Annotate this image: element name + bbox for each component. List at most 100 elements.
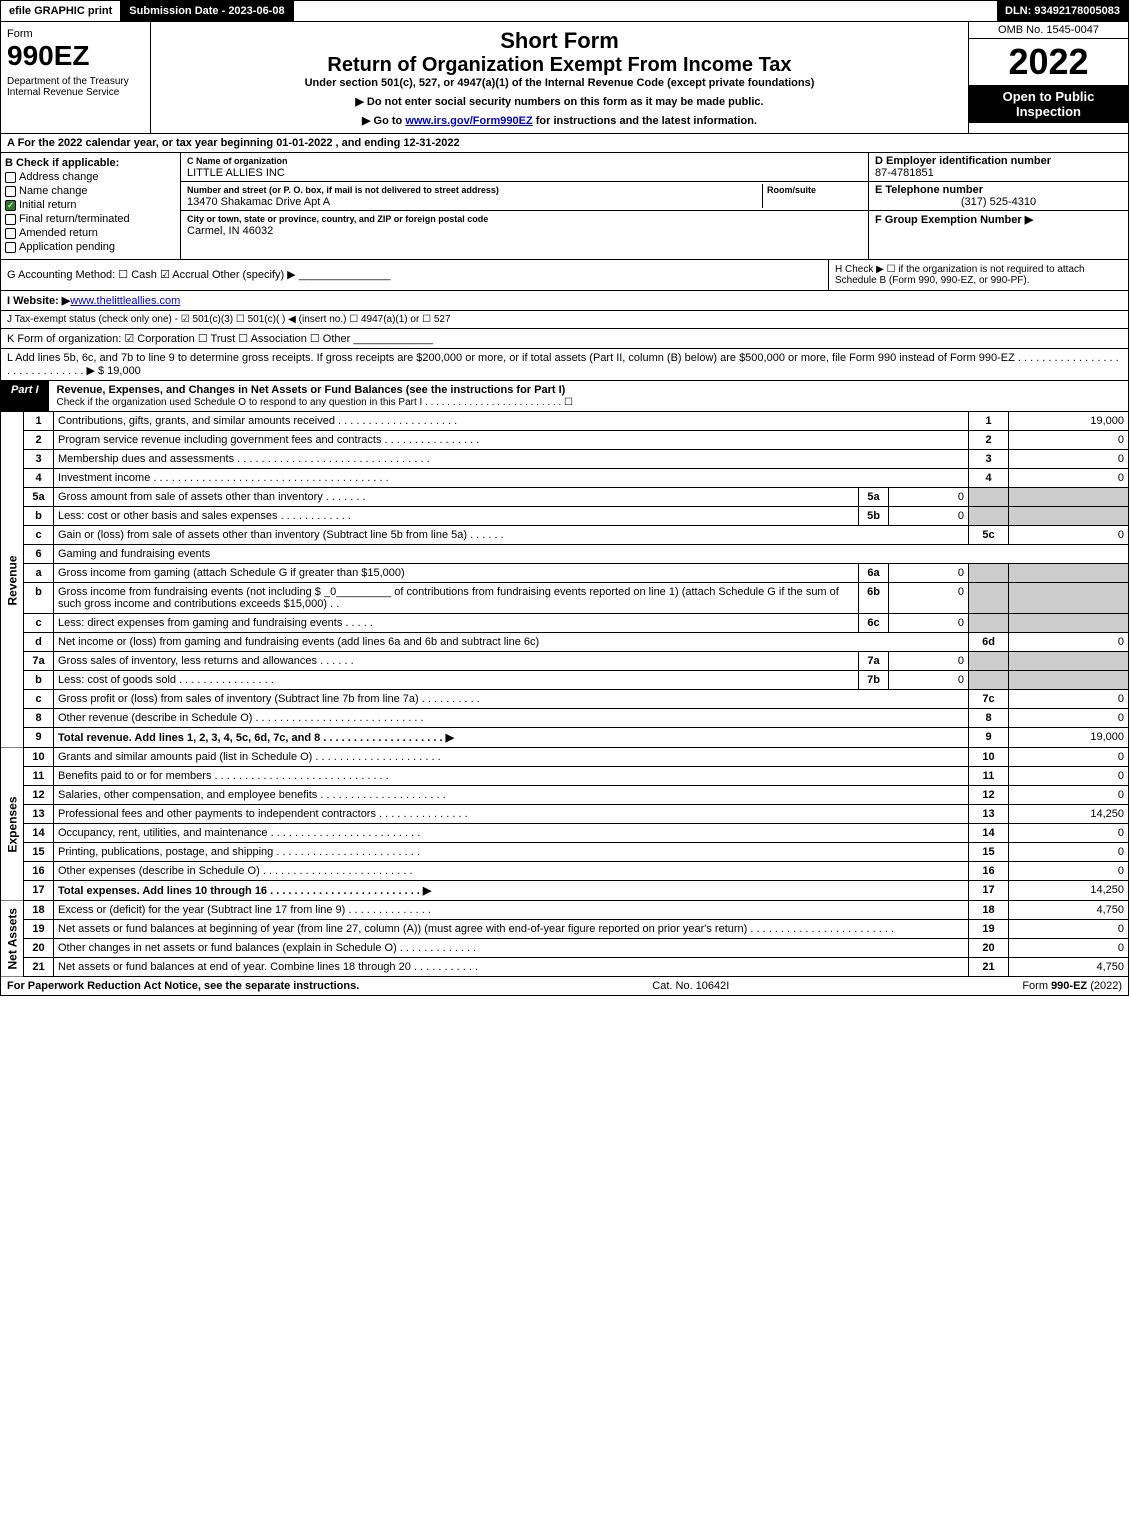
line-desc: Net assets or fund balances at end of ye… — [54, 958, 969, 977]
goto-note: ▶ Go to www.irs.gov/Form990EZ for instru… — [157, 114, 962, 127]
line-desc: Net assets or fund balances at beginning… — [54, 920, 969, 939]
line-desc: Gaming and fundraising events — [54, 545, 1129, 564]
line-amount: 4,750 — [1009, 958, 1129, 977]
phone-label: E Telephone number — [875, 184, 983, 196]
line-box: 19 — [969, 920, 1009, 939]
line-amount: 4,750 — [1009, 901, 1129, 920]
chk-amended-return[interactable]: Amended return — [5, 227, 176, 239]
ein-value: 87-4781851 — [875, 167, 934, 179]
block-b-to-f: B Check if applicable: Address change Na… — [0, 153, 1129, 260]
subline-amount: 0 — [889, 507, 969, 526]
chk-name-change[interactable]: Name change — [5, 185, 176, 197]
efile-label[interactable]: efile GRAPHIC print — [1, 1, 121, 21]
subline-amount: 0 — [889, 488, 969, 507]
line-amount: 0 — [1009, 450, 1129, 469]
line-number: c — [24, 690, 54, 709]
line-box: 9 — [969, 728, 1009, 748]
line-number: 4 — [24, 469, 54, 488]
website-link[interactable]: www.thelittleallies.com — [70, 295, 180, 307]
chk-address-change[interactable]: Address change — [5, 171, 176, 183]
table-row: 9Total revenue. Add lines 1, 2, 3, 4, 5c… — [1, 728, 1129, 748]
line-number: c — [24, 526, 54, 545]
group-exemption-label: F Group Exemption Number ▶ — [875, 214, 1033, 226]
section-side-label: Expenses — [1, 748, 24, 901]
line-number: 13 — [24, 805, 54, 824]
dln: DLN: 93492178005083 — [997, 1, 1128, 21]
chk-application-pending[interactable]: Application pending — [5, 241, 176, 253]
line-desc: Less: cost of goods sold . . . . . . . .… — [54, 671, 859, 690]
line-desc: Gross sales of inventory, less returns a… — [54, 652, 859, 671]
gray-amt — [1009, 488, 1129, 507]
line-number: 5a — [24, 488, 54, 507]
table-row: 11Benefits paid to or for members . . . … — [1, 767, 1129, 786]
line-number: 2 — [24, 431, 54, 450]
table-row: 8Other revenue (describe in Schedule O) … — [1, 709, 1129, 728]
line-number: 1 — [24, 412, 54, 431]
line-desc: Gross profit or (loss) from sales of inv… — [54, 690, 969, 709]
line-box: 18 — [969, 901, 1009, 920]
line-a: A For the 2022 calendar year, or tax yea… — [0, 134, 1129, 153]
line-number: 11 — [24, 767, 54, 786]
table-row: 3Membership dues and assessments . . . .… — [1, 450, 1129, 469]
part-1-header: Part I Revenue, Expenses, and Changes in… — [0, 381, 1129, 412]
line-amount: 0 — [1009, 939, 1129, 958]
table-row: Revenue1Contributions, gifts, grants, an… — [1, 412, 1129, 431]
line-box: 17 — [969, 881, 1009, 901]
return-title: Return of Organization Exempt From Incom… — [157, 54, 962, 77]
line-desc: Gain or (loss) from sale of assets other… — [54, 526, 969, 545]
section-side-label: Revenue — [1, 412, 24, 748]
goto-post: for instructions and the latest informat… — [533, 115, 757, 127]
table-row: cLess: direct expenses from gaming and f… — [1, 614, 1129, 633]
line-i: I Website: ▶www.thelittleallies.com — [0, 291, 1129, 311]
line-number: 3 — [24, 450, 54, 469]
table-row: 14Occupancy, rent, utilities, and mainte… — [1, 824, 1129, 843]
revenue-table: Revenue1Contributions, gifts, grants, an… — [0, 412, 1129, 748]
line-amount: 0 — [1009, 431, 1129, 450]
line-number: b — [24, 671, 54, 690]
line-number: a — [24, 564, 54, 583]
line-desc: Net income or (loss) from gaming and fun… — [54, 633, 969, 652]
line-box: 11 — [969, 767, 1009, 786]
line-desc: Grants and similar amounts paid (list in… — [54, 748, 969, 767]
line-box: 10 — [969, 748, 1009, 767]
line-desc: Professional fees and other payments to … — [54, 805, 969, 824]
line-box: 7c — [969, 690, 1009, 709]
line-desc: Total expenses. Add lines 10 through 16 … — [54, 881, 969, 901]
paperwork-notice: For Paperwork Reduction Act Notice, see … — [7, 980, 359, 992]
chk-initial-return[interactable]: Initial return — [5, 199, 176, 211]
part-1-check: Check if the organization used Schedule … — [57, 397, 573, 408]
org-city: Carmel, IN 46032 — [187, 225, 273, 237]
line-amount: 0 — [1009, 843, 1129, 862]
table-row: bLess: cost or other basis and sales exp… — [1, 507, 1129, 526]
subline-amount: 0 — [889, 671, 969, 690]
org-address: 13470 Shakamac Drive Apt A — [187, 196, 330, 208]
irs-link[interactable]: www.irs.gov/Form990EZ — [405, 115, 532, 127]
line-box: 3 — [969, 450, 1009, 469]
table-row: 13Professional fees and other payments t… — [1, 805, 1129, 824]
line-number: 12 — [24, 786, 54, 805]
line-g: G Accounting Method: ☐ Cash ☑ Accrual Ot… — [1, 260, 828, 290]
line-desc: Investment income . . . . . . . . . . . … — [54, 469, 969, 488]
table-row: Net Assets18Excess or (deficit) for the … — [1, 901, 1129, 920]
table-row: Expenses10Grants and similar amounts pai… — [1, 748, 1129, 767]
gray-amt — [1009, 614, 1129, 633]
cat-no: Cat. No. 10642I — [359, 980, 1022, 992]
org-name: LITTLE ALLIES INC — [187, 167, 285, 179]
subline-amount: 0 — [889, 614, 969, 633]
expenses-table: Expenses 10Grants and similar amounts pai… — [0, 748, 1129, 901]
line-desc: Excess or (deficit) for the year (Subtra… — [54, 901, 969, 920]
form-label: Form — [7, 28, 144, 40]
name-label: C Name of organization — [187, 156, 288, 166]
line-box: 8 — [969, 709, 1009, 728]
table-row: bGross income from fundraising events (n… — [1, 583, 1129, 614]
line-desc: Less: direct expenses from gaming and fu… — [54, 614, 859, 633]
line-amount: 14,250 — [1009, 805, 1129, 824]
top-bar: efile GRAPHIC print Submission Date - 20… — [0, 0, 1129, 22]
chk-final-return[interactable]: Final return/terminated — [5, 213, 176, 225]
goto-pre: ▶ Go to — [362, 115, 405, 127]
line-j: J Tax-exempt status (check only one) - ☑… — [0, 311, 1129, 329]
subline-amount: 0 — [889, 583, 969, 614]
line-h: H Check ▶ ☐ if the organization is not r… — [828, 260, 1128, 290]
part-1-tab: Part I — [1, 381, 49, 411]
line-number: 7a — [24, 652, 54, 671]
